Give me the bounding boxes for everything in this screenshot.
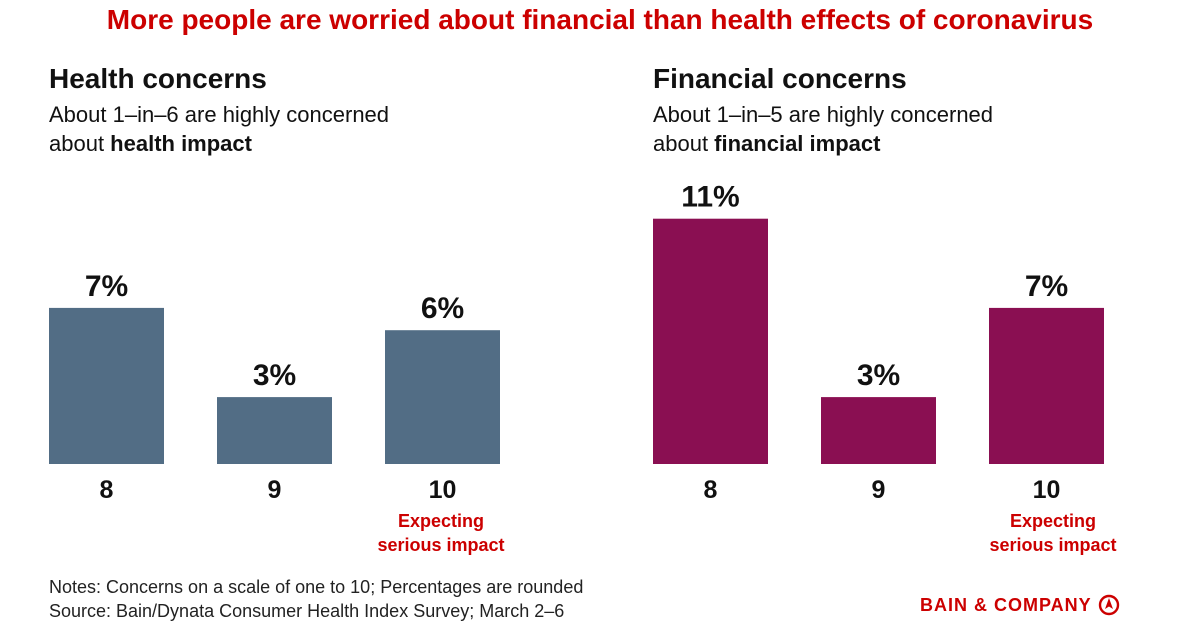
logo-text: BAIN & COMPANY xyxy=(920,594,1092,615)
financial-subtitle-line1: About 1–in–5 are highly concerned xyxy=(653,102,994,127)
health-panel: Health concerns About 1–in–6 are highly … xyxy=(49,60,609,560)
health-annotation-line1: Expecting xyxy=(397,511,485,531)
health-annotation-line2: serious impact xyxy=(377,535,505,555)
health-panel-subtitle: About 1–in–6 are highly concerned about … xyxy=(49,100,569,158)
financial-subtitle-bold: financial impact xyxy=(714,131,881,156)
health-category-label-10: 10 xyxy=(429,476,457,504)
financial-annotation-line1: Expecting xyxy=(1009,511,1097,531)
health-annotation: Expecting serious impact xyxy=(351,509,531,557)
financial-panel-heading: Financial concerns xyxy=(653,63,907,94)
health-subtitle-bold: health impact xyxy=(110,131,252,156)
bain-compass-icon xyxy=(1098,594,1119,616)
health-category-label-9: 9 xyxy=(268,476,282,504)
health-bar-8 xyxy=(49,307,164,464)
health-value-label-10: 6% xyxy=(421,292,464,325)
financial-bar-chart: 11% 8 3% 9 7% 10 xyxy=(653,181,1104,504)
health-category-label-8: 8 xyxy=(100,476,114,504)
health-value-label-8: 7% xyxy=(85,270,128,303)
financial-panel-subtitle: About 1–in–5 are highly concerned about … xyxy=(653,100,1173,158)
financial-category-label-9: 9 xyxy=(872,476,886,504)
financial-category-label-10: 10 xyxy=(1033,476,1061,504)
health-bar-chart: 7% 8 3% 9 6% 10 xyxy=(49,270,500,504)
notes-line: Notes: Concerns on a scale of one to 10;… xyxy=(49,577,584,597)
health-panel-heading: Health concerns xyxy=(49,63,267,94)
health-bar-9 xyxy=(217,397,332,464)
financial-panel: Financial concerns About 1–in–5 are high… xyxy=(653,60,1200,560)
financial-bar-8 xyxy=(653,218,768,464)
footnotes: Notes: Concerns on a scale of one to 10;… xyxy=(49,575,583,623)
financial-category-label-8: 8 xyxy=(704,476,718,504)
financial-annotation: Expecting serious impact xyxy=(963,509,1143,557)
health-subtitle-line1: About 1–in–6 are highly concerned xyxy=(49,102,390,127)
financial-bar-10 xyxy=(989,307,1104,464)
chart-title: More people are worried about financial … xyxy=(106,4,1094,35)
financial-bar-9 xyxy=(821,397,936,464)
financial-value-label-8: 11% xyxy=(681,181,739,214)
source-line: Source: Bain/Dynata Consumer Health Inde… xyxy=(49,601,565,621)
financial-annotation-line2: serious impact xyxy=(989,535,1117,555)
financial-subtitle-prefix: about xyxy=(653,131,715,156)
health-bar-10 xyxy=(385,330,500,464)
financial-value-label-10: 7% xyxy=(1025,270,1068,303)
health-subtitle-prefix: about xyxy=(49,131,111,156)
bain-logo: BAIN & COMPANY xyxy=(920,592,1120,618)
financial-value-label-9: 3% xyxy=(857,359,900,392)
health-value-label-9: 3% xyxy=(253,359,296,392)
